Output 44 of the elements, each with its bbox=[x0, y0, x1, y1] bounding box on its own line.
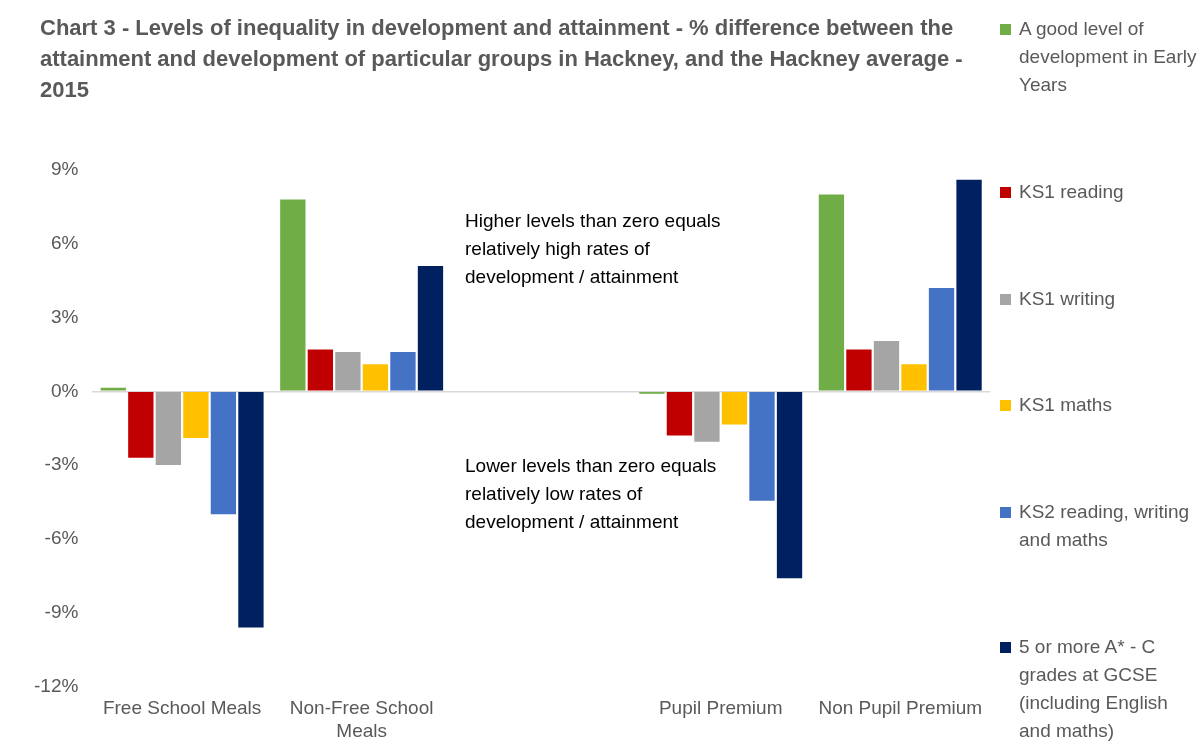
legend-label: KS2 reading, writing and maths bbox=[1019, 500, 1191, 553]
y-tick-label: -9% bbox=[44, 600, 79, 622]
bar bbox=[873, 340, 900, 391]
bar bbox=[721, 392, 748, 425]
bar bbox=[694, 392, 720, 442]
bar bbox=[749, 392, 775, 501]
x-tick-label: Pupil Premium bbox=[658, 697, 783, 719]
bar bbox=[307, 349, 334, 391]
bar bbox=[183, 392, 209, 439]
bar bbox=[776, 392, 803, 579]
bar bbox=[362, 364, 389, 391]
legend-label: KS1 writing bbox=[1019, 286, 1116, 311]
y-tick-label: 3% bbox=[50, 305, 79, 327]
x-tick-label: Free School Meals bbox=[102, 697, 262, 719]
y-tick-label: -12% bbox=[34, 674, 79, 696]
bar bbox=[818, 194, 845, 391]
y-tick-label: 9% bbox=[50, 158, 79, 180]
legend-label: KS1 reading bbox=[1019, 179, 1124, 204]
y-tick-label: -3% bbox=[44, 453, 79, 475]
x-tick-label: Non Pupil Premium bbox=[818, 697, 983, 719]
bar bbox=[335, 351, 361, 391]
x-tick-label: Non-Free School Meals bbox=[289, 697, 434, 741]
annotation: Lower levels than zero equals relatively low rates of development / attainment bbox=[465, 452, 745, 536]
bar bbox=[846, 349, 872, 391]
bar bbox=[390, 351, 416, 391]
bar bbox=[100, 387, 126, 391]
legend-label: 5 or more A* - C grades at GCSE (including English and maths) bbox=[1019, 635, 1169, 743]
bar bbox=[417, 265, 444, 391]
chart-title: Chart 3 - Levels of inequality in development and attainment - % difference between the attainment and development of particular groups in Hackney, and the Hackney average - 2015 bbox=[40, 14, 964, 104]
legend-label: KS1 maths bbox=[1019, 393, 1112, 418]
bar bbox=[901, 364, 927, 391]
bar bbox=[210, 392, 237, 515]
y-tick-label: 0% bbox=[50, 379, 79, 401]
bar bbox=[280, 199, 306, 391]
bar bbox=[956, 179, 982, 391]
legend-label: A good level of development in Early Years bbox=[1019, 17, 1198, 97]
bar bbox=[666, 392, 693, 436]
bar bbox=[928, 288, 955, 391]
bar bbox=[155, 392, 182, 466]
bar bbox=[238, 392, 264, 628]
bar bbox=[128, 392, 154, 458]
y-tick-label: 6% bbox=[50, 232, 79, 254]
y-tick-label: -6% bbox=[44, 527, 79, 549]
annotation: Higher levels than zero equals relatively high rates of development / attainment bbox=[465, 207, 745, 291]
